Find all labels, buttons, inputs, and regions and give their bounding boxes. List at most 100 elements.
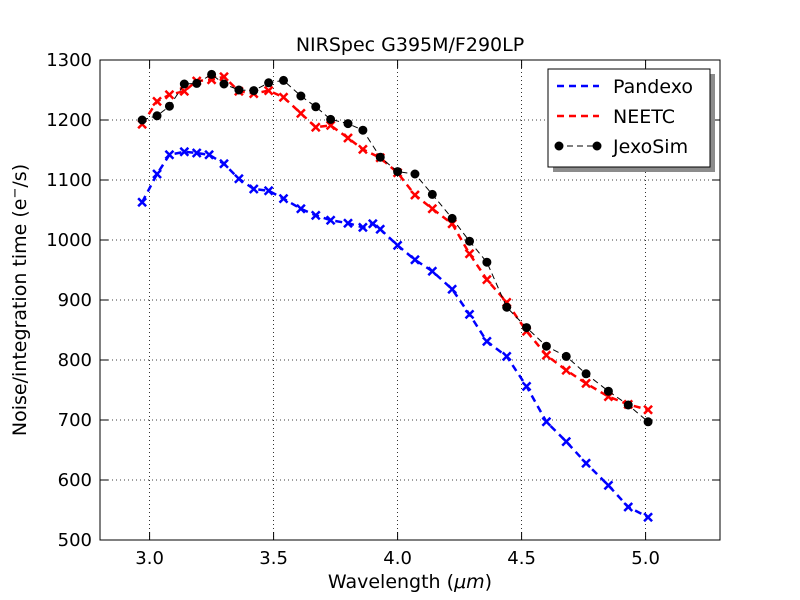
neetc-point bbox=[481, 274, 492, 285]
neetc-point bbox=[310, 122, 321, 133]
neetc-point bbox=[278, 92, 289, 103]
neetc-point bbox=[464, 248, 475, 259]
pandexo-point bbox=[233, 173, 244, 184]
series-layer bbox=[137, 69, 653, 523]
y-tick-label: 600 bbox=[58, 470, 92, 491]
y-tick-label: 800 bbox=[58, 350, 92, 371]
pandexo-point bbox=[541, 416, 552, 427]
pandexo-point bbox=[561, 436, 572, 447]
pandexo-point bbox=[521, 381, 532, 392]
jexosim-point bbox=[358, 125, 368, 135]
legend-item-pandexo: Pandexo bbox=[557, 76, 693, 98]
x-tick-label: 4.5 bbox=[507, 548, 536, 569]
jexosim-point bbox=[249, 86, 259, 96]
y-tick-label: 1000 bbox=[46, 230, 92, 251]
neetc-point bbox=[343, 133, 353, 143]
pandexo-point bbox=[164, 149, 175, 160]
legend-label-jexosim: JexoSim bbox=[612, 136, 688, 158]
jexosim-point bbox=[465, 236, 475, 246]
pandexo-point bbox=[581, 458, 591, 469]
pandexo-point bbox=[204, 149, 215, 160]
chart-title: NIRSpec G395M/F290LP bbox=[296, 34, 524, 56]
jexosim-point bbox=[137, 115, 147, 125]
neetc-point bbox=[410, 190, 420, 200]
legend-item-jexosim: JexoSim bbox=[554, 136, 688, 158]
neetc-point bbox=[152, 96, 162, 107]
pandexo-point bbox=[191, 148, 202, 158]
neetc-point bbox=[643, 404, 653, 415]
pandexo-point bbox=[179, 146, 190, 157]
neetc-point bbox=[164, 89, 175, 100]
jexosim-point bbox=[192, 78, 202, 88]
x-axis-label: Wavelength (μm) bbox=[328, 571, 492, 593]
jexosim-point bbox=[603, 386, 613, 396]
jexosim-point bbox=[375, 152, 385, 162]
pandexo-point bbox=[325, 215, 336, 226]
legend-marker-jexosim bbox=[592, 141, 602, 151]
pandexo-point bbox=[263, 185, 274, 196]
legend-item-neetc: NEETC bbox=[557, 106, 675, 128]
x-tick-label: 3.5 bbox=[259, 548, 288, 569]
pandexo-point bbox=[375, 224, 386, 235]
jexosim-point bbox=[522, 323, 532, 333]
jexosim-point bbox=[296, 91, 306, 101]
jexosim-point bbox=[393, 167, 403, 177]
pandexo-point bbox=[643, 512, 653, 523]
legend-label-pandexo: Pandexo bbox=[613, 76, 693, 98]
pandexo-point bbox=[219, 158, 229, 169]
x-tick-label: 5.0 bbox=[631, 548, 660, 569]
pandexo-point bbox=[410, 254, 420, 265]
neetc-point bbox=[263, 85, 274, 96]
series-pandexo bbox=[137, 146, 653, 523]
jexosim-point bbox=[164, 101, 174, 111]
y-tick-label: 700 bbox=[58, 410, 92, 431]
series-jexosim bbox=[137, 69, 653, 427]
pandexo-point bbox=[481, 336, 492, 347]
pandexo-point bbox=[343, 218, 353, 229]
jexosim-point bbox=[264, 78, 274, 88]
jexosim-point bbox=[482, 257, 492, 267]
neetc-point bbox=[295, 108, 306, 119]
legend-marker-jexosim bbox=[554, 141, 564, 151]
y-tick-label: 1200 bbox=[46, 110, 92, 131]
pandexo-point bbox=[152, 169, 162, 179]
jexosim-point bbox=[343, 119, 353, 129]
jexosim-point bbox=[311, 102, 321, 112]
axis-ticks: 3.0 3.5 4.0 4.5 5.0 500 600 700 800 900 1000 1100 12… bbox=[46, 50, 720, 569]
pandexo-point bbox=[248, 184, 259, 194]
pandexo-point bbox=[278, 193, 289, 204]
pandexo-point bbox=[464, 309, 475, 320]
y-tick-label: 1100 bbox=[46, 170, 92, 191]
jexosim-point bbox=[219, 79, 229, 89]
pandexo-point bbox=[447, 284, 458, 295]
neetc-point bbox=[561, 365, 572, 376]
legend-label-neetc: NEETC bbox=[613, 106, 675, 128]
pandexo-point bbox=[392, 240, 403, 251]
jexosim-point bbox=[447, 213, 457, 223]
jexosim-point bbox=[152, 111, 162, 121]
pandexo-point bbox=[357, 222, 368, 233]
jexosim-point bbox=[234, 85, 244, 95]
pandexo-point bbox=[603, 480, 614, 491]
jexosim-point bbox=[326, 114, 336, 124]
pandexo-point bbox=[295, 203, 306, 214]
jexosim-point bbox=[279, 75, 289, 85]
pandexo-point bbox=[137, 197, 148, 208]
jexosim-point bbox=[581, 369, 591, 379]
jexosim-point bbox=[427, 189, 437, 199]
neetc-point bbox=[357, 144, 368, 155]
pandexo-point bbox=[310, 210, 321, 221]
neetc-point bbox=[427, 203, 438, 214]
jexosim-point bbox=[643, 417, 653, 427]
jexosim-point bbox=[561, 351, 571, 361]
jexosim-point bbox=[623, 400, 633, 410]
pandexo-point bbox=[623, 502, 634, 512]
neetc-point bbox=[541, 350, 552, 361]
pandexo-point bbox=[367, 218, 378, 229]
jexosim-point bbox=[179, 79, 189, 89]
y-tick-label: 1300 bbox=[46, 50, 92, 71]
y-axis-label: Noise/integration time (e−/s) bbox=[8, 164, 31, 436]
pandexo-point bbox=[501, 351, 512, 362]
y-tick-label: 900 bbox=[58, 290, 92, 311]
jexosim-point bbox=[502, 302, 512, 312]
